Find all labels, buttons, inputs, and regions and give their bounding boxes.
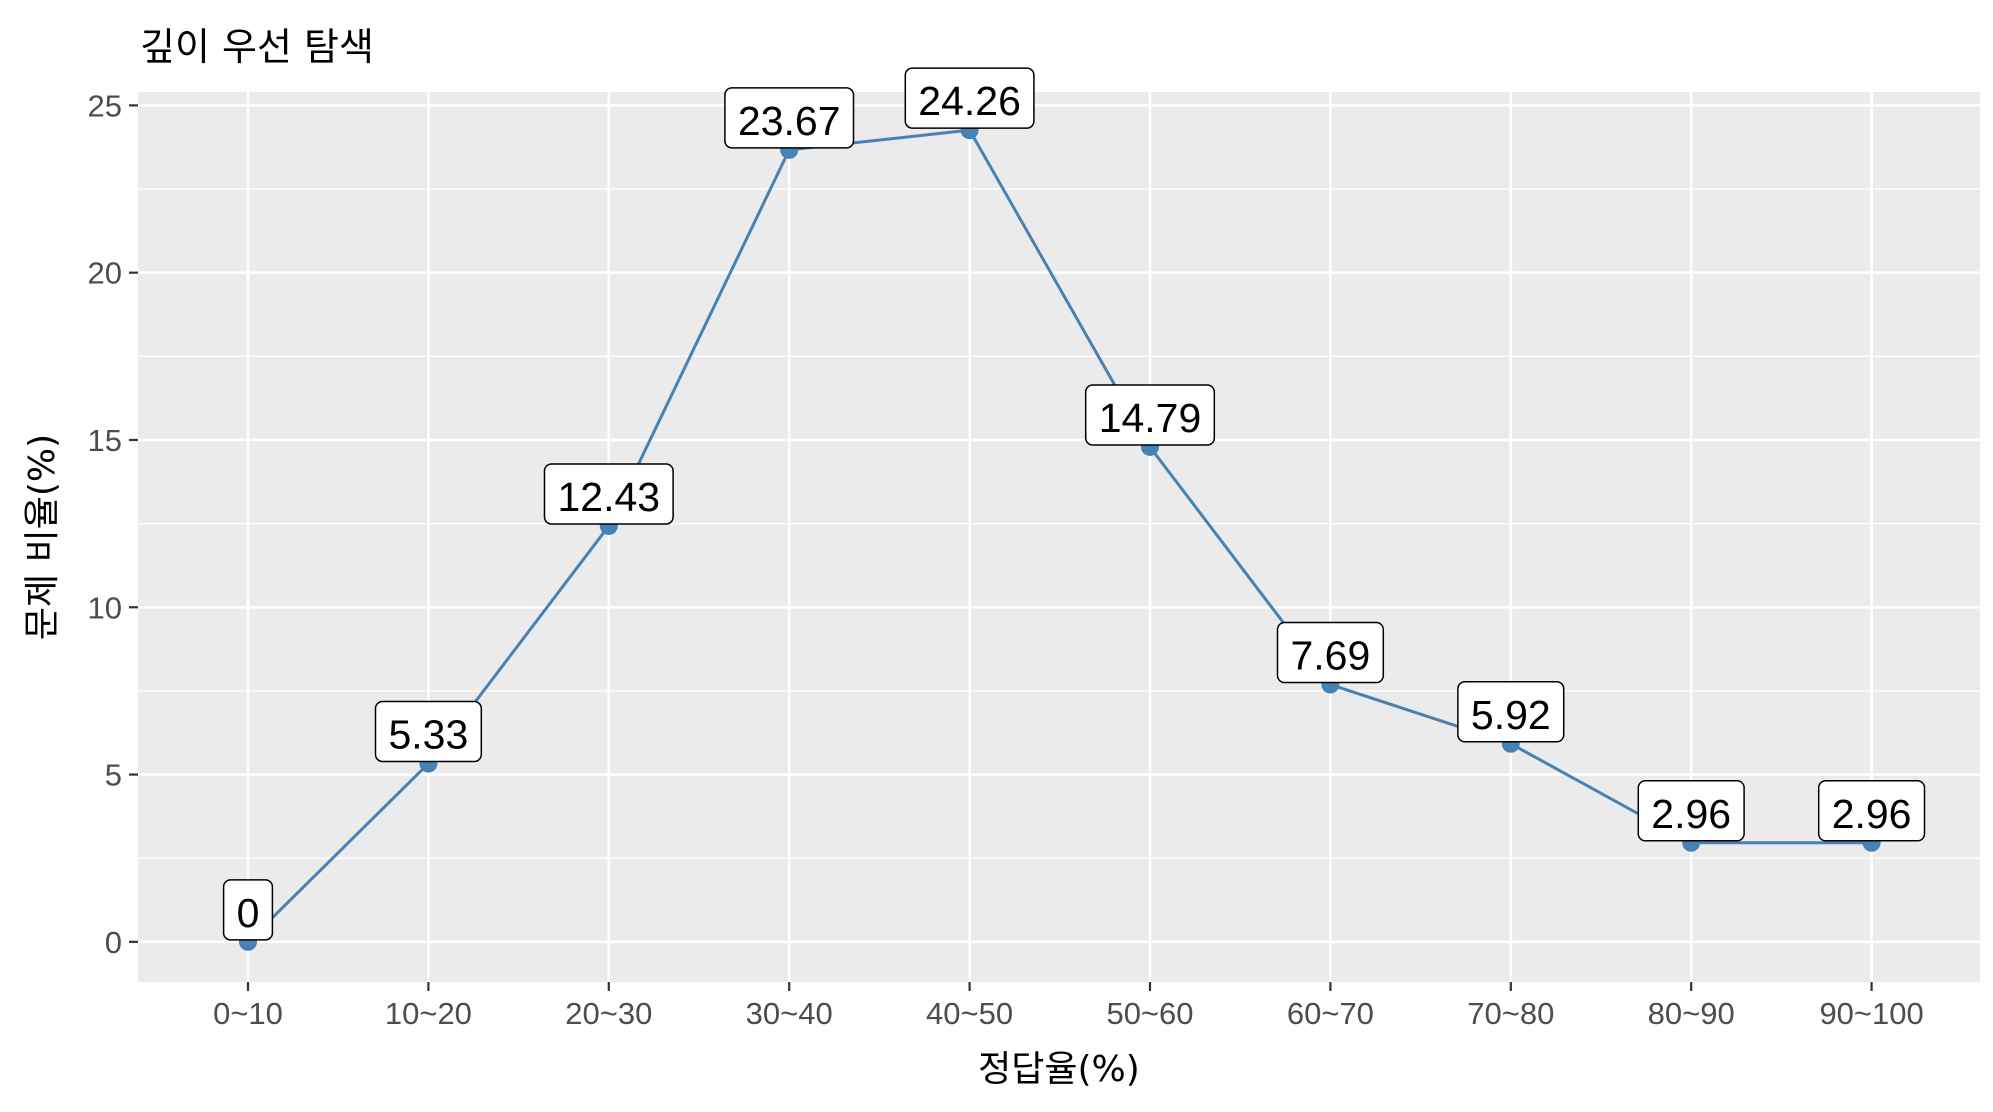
x-tick-label: 70~80 — [1467, 996, 1554, 1031]
x-tick-label: 60~70 — [1287, 996, 1374, 1031]
data-label: 14.79 — [1084, 384, 1216, 446]
x-axis-title: 정답율(%) — [978, 1049, 1140, 1090]
major-gridlines — [138, 92, 1980, 982]
x-tick-label: 20~30 — [565, 996, 652, 1031]
y-axis-title: 문제 비율(%) — [22, 434, 63, 640]
x-axis: 0~10 10~20 20~30 30~40 40~50 50~60 60~70 70~80 8… — [213, 982, 1924, 1031]
data-label-box — [1637, 780, 1745, 842]
y-tick-label: 20 — [88, 256, 122, 291]
data-label-box — [1276, 621, 1385, 684]
data-label-text: 5.92 — [1471, 692, 1551, 738]
data-label: 2.96 — [1637, 780, 1745, 842]
x-tick-label: 40~50 — [926, 996, 1013, 1031]
x-tick-label: 10~20 — [385, 996, 472, 1031]
data-label-text: 12.43 — [557, 474, 660, 520]
data-label: 5.92 — [1457, 681, 1565, 743]
x-tick-label: 80~90 — [1648, 996, 1735, 1031]
data-label-box — [222, 879, 274, 941]
chart-title: 깊이 우선 탐색 — [140, 25, 374, 69]
y-axis: 0 5 10 15 20 25 — [88, 88, 138, 960]
data-label-box — [1457, 681, 1565, 743]
minor-gridlines — [138, 188, 1980, 859]
data-label-text: 7.69 — [1290, 633, 1370, 679]
x-tick-label: 50~60 — [1106, 996, 1193, 1031]
data-label: 12.43 — [543, 463, 674, 525]
data-label: 23.67 — [724, 87, 855, 149]
data-label-box — [724, 87, 855, 149]
plot-panel — [138, 92, 1980, 982]
data-label-box — [1817, 780, 1926, 842]
data-label: 5.33 — [374, 700, 483, 763]
x-tick-label: 30~40 — [746, 996, 833, 1031]
x-tick-label: 0~10 — [213, 996, 283, 1031]
series-line — [246, 128, 1872, 943]
data-label-text: 2.96 — [1832, 791, 1912, 837]
y-tick-label: 25 — [88, 88, 122, 123]
data-label-text: 0 — [237, 890, 260, 936]
data-label-text: 23.67 — [738, 98, 841, 144]
data-label-text: 24.26 — [918, 78, 1021, 124]
y-tick-label: 5 — [105, 758, 122, 793]
data-labels: 0 5.33 12.43 23.67 24.26 14.79 7.69 5.92 2.96 2.9… — [222, 67, 1926, 941]
data-label: 7.69 — [1276, 621, 1385, 684]
y-tick-label: 15 — [88, 423, 122, 458]
data-label-text: 2.96 — [1651, 791, 1731, 837]
data-label-box — [1084, 384, 1216, 446]
data-label: 2.96 — [1817, 780, 1926, 842]
data-label-text: 5.33 — [388, 712, 468, 758]
data-label-text: 14.79 — [1099, 395, 1202, 441]
y-tick-label: 0 — [105, 925, 122, 960]
data-label-box — [904, 67, 1035, 129]
data-label-box — [374, 700, 483, 763]
data-label-box — [543, 463, 674, 525]
y-tick-label: 10 — [88, 590, 122, 625]
x-tick-label: 90~100 — [1819, 996, 1923, 1031]
data-label: 24.26 — [904, 67, 1035, 129]
data-label: 0 — [222, 879, 274, 941]
